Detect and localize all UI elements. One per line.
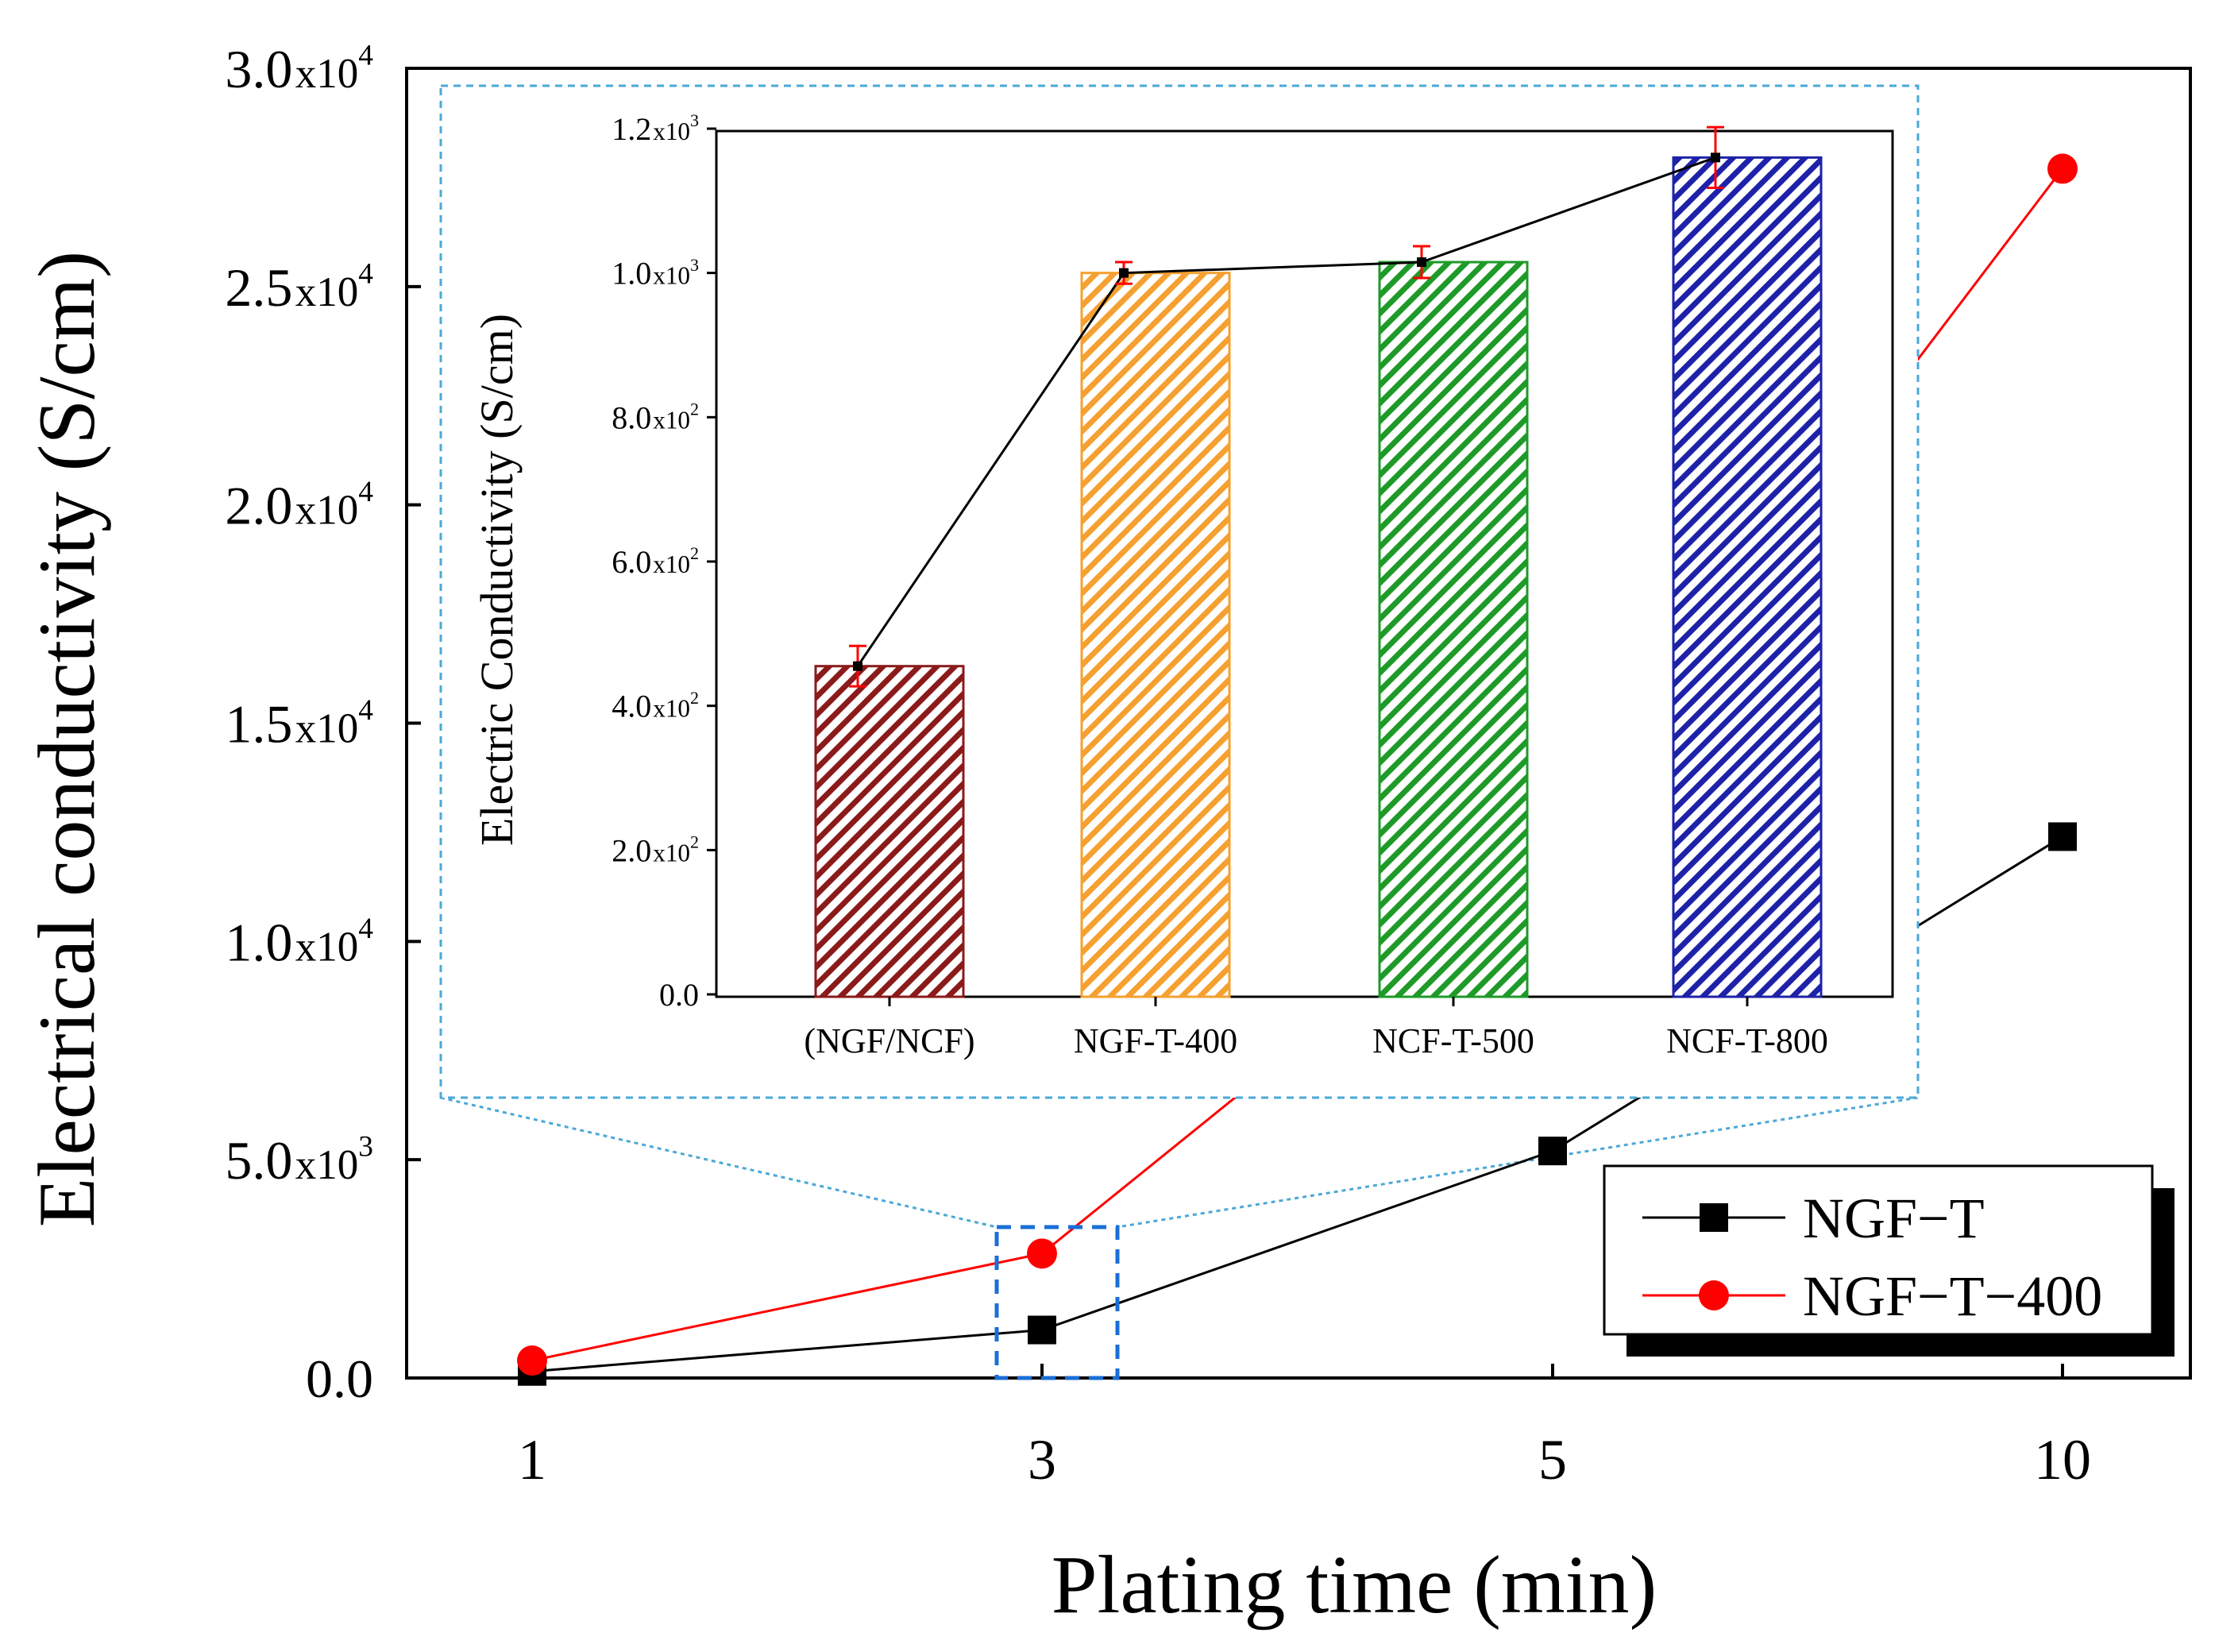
inset-y-tick-label: 0.0 — [659, 977, 699, 1013]
inset-data-point — [853, 661, 862, 671]
data-point-ngf-t — [2048, 822, 2077, 851]
inset-data-point — [1711, 152, 1720, 163]
inset-y-tick-label: 4.0x102 — [612, 688, 699, 724]
legend-marker — [1699, 1280, 1729, 1310]
inset-y-tick-label-times: x10 — [653, 550, 690, 578]
main-y-tick-label-mantissa: 3.0 — [225, 39, 292, 99]
main-y-tick-label: 1.5x104 — [225, 694, 373, 755]
main-x-tick-label: 10 — [2034, 1428, 2091, 1492]
inset-y-tick-label: 1.2x103 — [612, 110, 699, 147]
inset-x-tick-label: NCF-T-500 — [1372, 1021, 1534, 1060]
inset-y-tick-label-mantissa: 2.0 — [612, 832, 651, 868]
inset-y-tick-label-exponent: 2 — [690, 543, 699, 563]
main-y-tick-label: 3.0x104 — [225, 39, 373, 99]
legend-label: NGF−T−400 — [1803, 1264, 2102, 1328]
main-y-tick-label: 2.5x104 — [225, 257, 373, 318]
inset-y-tick-label-mantissa: 1.0 — [612, 256, 651, 291]
inset-y-tick-label-times: x10 — [653, 262, 690, 290]
inset-y-tick-label-times: x10 — [653, 839, 690, 867]
main-x-tick-label: 3 — [1028, 1428, 1056, 1492]
main-y-axis-label: Electrical conductivity (S/cm) — [22, 251, 112, 1227]
main-y-tick-label: 0.0 — [306, 1349, 373, 1409]
main-y-tick-label: 1.0x104 — [225, 912, 373, 972]
main-y-tick-label-mantissa: 5.0 — [225, 1130, 292, 1191]
data-point-ngf-t-400 — [1027, 1238, 1057, 1269]
main-x-tick-label: 1 — [518, 1428, 546, 1492]
main-y-tick-label-times: x10 — [295, 51, 359, 97]
data-point-ngf-t — [1028, 1315, 1056, 1345]
inset-trend-line — [856, 156, 1716, 667]
inset-y-tick-label: 2.0x102 — [612, 832, 699, 869]
data-point-ngf-t — [1538, 1137, 1567, 1166]
main-y-tick-label: 2.0x104 — [225, 476, 373, 536]
inset-y-tick-label-exponent: 2 — [690, 832, 699, 852]
inset-y-tick-label: 1.0x103 — [612, 255, 699, 291]
inset-bar — [1080, 272, 1231, 998]
main-y-tick-label-times: x10 — [295, 488, 359, 534]
main-x-tick-label: 5 — [1538, 1428, 1567, 1492]
main-x-axis-label: Plating time (min) — [1052, 1539, 1657, 1631]
inset-y-tick-label-exponent: 2 — [690, 688, 699, 708]
inset-y-tick-label-times: x10 — [653, 118, 690, 145]
legend-label: NGF−T — [1803, 1187, 1985, 1250]
inset-data-point — [1119, 268, 1129, 278]
inset-x-tick-label: NGF-T-400 — [1074, 1021, 1237, 1060]
inset-x-tick-label: NCF-T-800 — [1666, 1021, 1828, 1060]
legend-marker — [1700, 1203, 1728, 1232]
inset-y-tick-label: 8.0x102 — [612, 399, 699, 436]
inset-y-axis-label: Electric Conductivity (S/cm) — [471, 314, 523, 846]
main-y-tick-label-mantissa: 2.5 — [225, 257, 292, 318]
inset-y-tick-label-exponent: 3 — [690, 255, 699, 275]
inset-y-tick-label: 6.0x102 — [612, 543, 699, 580]
inset-data-point — [1417, 257, 1426, 268]
inset-plot-frame — [715, 129, 1894, 998]
main-y-tick-label-exponent: 4 — [358, 694, 373, 727]
inset-bar — [1378, 261, 1529, 998]
main-y-tick-label-exponent: 4 — [358, 913, 373, 945]
main-y-tick-label-mantissa: 1.5 — [225, 694, 292, 755]
main-y-tick-label-times: x10 — [295, 269, 359, 315]
main-y-tick-label-exponent: 4 — [358, 39, 373, 71]
inset-bar — [1672, 156, 1823, 998]
main-y-tick-label-mantissa: 2.0 — [225, 476, 292, 536]
main-y-tick-label-mantissa: 1.0 — [225, 912, 292, 972]
main-y-tick-label-exponent: 4 — [358, 257, 373, 290]
inset-x-tick-label: (NGF/NCF) — [804, 1021, 974, 1060]
main-y-tick-label-mantissa: 0.0 — [306, 1349, 373, 1409]
inset-y-tick-label-times: x10 — [653, 695, 690, 723]
main-y-tick-label-exponent: 4 — [358, 476, 373, 508]
main-y-tick-label-times: x10 — [295, 706, 359, 752]
inset-y-tick-label-times: x10 — [653, 406, 690, 434]
main-y-tick-label-times: x10 — [295, 924, 359, 970]
main-y-tick-label-times: x10 — [295, 1142, 359, 1188]
inset-y-tick-label-mantissa: 4.0 — [612, 689, 651, 724]
inset-y-tick-label-mantissa: 6.0 — [612, 544, 651, 580]
data-point-ngf-t-400 — [2047, 153, 2078, 184]
inset-y-tick-label-mantissa: 1.2 — [612, 111, 651, 147]
inset-y-tick-label-mantissa: 0.0 — [659, 977, 699, 1013]
inset-y-tick-label-exponent: 3 — [690, 110, 699, 130]
inset-connector-line — [440, 1096, 998, 1229]
inset-y-tick-label-exponent: 2 — [690, 399, 699, 419]
main-y-tick-label: 5.0x103 — [225, 1130, 373, 1191]
main-y-tick-label-exponent: 3 — [358, 1131, 373, 1164]
legend-box — [1603, 1164, 2154, 1336]
highlight-box — [994, 1225, 1120, 1380]
inset-bar — [814, 665, 965, 998]
inset-y-tick-label-mantissa: 8.0 — [612, 399, 651, 435]
data-point-ngf-t-400 — [517, 1345, 547, 1376]
